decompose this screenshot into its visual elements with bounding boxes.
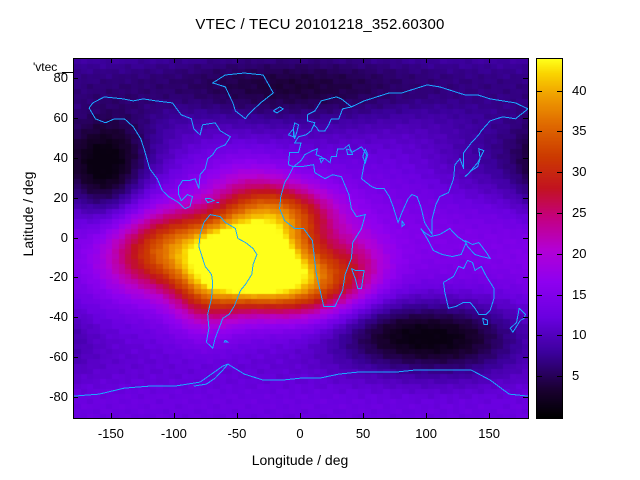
x-tick-mark <box>300 58 301 63</box>
vtec-field-canvas <box>74 59 528 418</box>
colorbar-tick-label: 30 <box>572 164 587 180</box>
y-tick-mark <box>523 317 528 319</box>
y-tick-mark <box>73 397 78 399</box>
x-tick-mark <box>236 413 238 418</box>
colorbar-tick-mark <box>537 376 542 378</box>
y-tick-mark <box>73 277 78 279</box>
y-tick-mark <box>523 77 528 79</box>
y-tick-label: 20 <box>53 189 68 205</box>
y-tick-label: -80 <box>49 389 68 405</box>
y-tick-label: -20 <box>49 269 68 285</box>
colorbar-tick-label: 35 <box>572 123 587 139</box>
colorbar-tick-mark <box>537 335 542 337</box>
x-tick-mark <box>363 58 365 63</box>
x-tick-label: -100 <box>160 426 187 441</box>
colorbar-gradient <box>537 59 562 418</box>
colorbar-tick-mark <box>557 294 562 296</box>
colorbar <box>536 58 563 419</box>
y-tick-label: 40 <box>53 149 68 165</box>
colorbar-tick-mark <box>537 253 542 255</box>
y-tick-mark <box>523 197 528 199</box>
x-tick-label: 50 <box>355 426 371 441</box>
y-tick-mark <box>523 277 528 279</box>
y-tick-mark <box>73 237 78 239</box>
page-title: VTEC / TECU 20101218_352.60300 <box>195 16 445 33</box>
colorbar-tick-mark <box>557 90 562 92</box>
y-tick-mark <box>73 77 78 79</box>
y-tick-label: 80 <box>53 69 68 85</box>
y-tick-mark <box>73 117 78 119</box>
x-axis-ticks: -150 -100 -50 0 50 100 150 <box>0 426 640 446</box>
x-axis-label: Longitude / deg <box>251 452 349 468</box>
y-tick-label: -60 <box>49 349 68 365</box>
x-tick-label: -50 <box>227 426 247 441</box>
y-tick-mark <box>73 357 78 359</box>
y-axis-ticks: 80 60 40 20 0 -20 -40 -60 -80 <box>0 0 68 480</box>
colorbar-tick-mark <box>537 90 542 92</box>
colorbar-tick-mark <box>557 376 562 378</box>
colorbar-tick-mark <box>557 335 562 337</box>
x-tick-mark <box>489 413 491 418</box>
colorbar-tick-mark <box>537 294 542 296</box>
x-tick-mark <box>173 413 175 418</box>
y-tick-label: -40 <box>49 309 68 325</box>
x-tick-mark <box>426 58 428 63</box>
y-tick-mark <box>73 317 78 319</box>
y-tick-mark <box>73 197 78 199</box>
y-tick-mark <box>523 357 528 359</box>
y-tick-mark <box>523 117 528 119</box>
x-tick-mark <box>426 413 428 418</box>
y-tick-mark <box>523 397 528 399</box>
x-tick-mark <box>236 58 238 63</box>
x-tick-mark <box>173 58 175 63</box>
colorbar-tick-mark <box>537 172 542 174</box>
colorbar-tick-mark <box>557 131 562 133</box>
x-tick-mark <box>300 413 301 418</box>
colorbar-tick-mark <box>557 213 562 215</box>
colorbar-tick-label: 20 <box>572 245 587 261</box>
colorbar-tick-label: 40 <box>572 82 587 98</box>
colorbar-tick-mark <box>537 213 542 215</box>
heatmap-plot-area <box>73 58 529 419</box>
colorbar-tick-label: 10 <box>572 327 587 343</box>
x-tick-label: -150 <box>97 426 124 441</box>
x-tick-mark <box>363 413 365 418</box>
x-tick-label: 0 <box>296 426 304 441</box>
colorbar-tick-label: 15 <box>572 286 587 302</box>
y-tick-label: 60 <box>53 109 68 125</box>
colorbar-ticks: 5 10 15 20 25 30 35 40 <box>0 0 586 480</box>
x-tick-label: 100 <box>415 426 437 441</box>
colorbar-tick-mark <box>537 131 542 133</box>
y-tick-label: 0 <box>60 229 68 245</box>
colorbar-tick-label: 5 <box>572 368 580 384</box>
colorbar-tick-mark <box>557 172 562 174</box>
colorbar-tick-mark <box>557 253 562 255</box>
y-tick-mark <box>73 157 78 159</box>
y-tick-mark <box>523 157 528 159</box>
x-tick-mark <box>110 58 112 63</box>
x-tick-label: 150 <box>478 426 500 441</box>
colorbar-tick-label: 25 <box>572 205 587 221</box>
x-tick-mark <box>110 413 112 418</box>
x-tick-mark <box>489 58 491 63</box>
plot-key-label: 'vtec_ <box>33 60 64 74</box>
y-tick-mark <box>523 237 528 239</box>
